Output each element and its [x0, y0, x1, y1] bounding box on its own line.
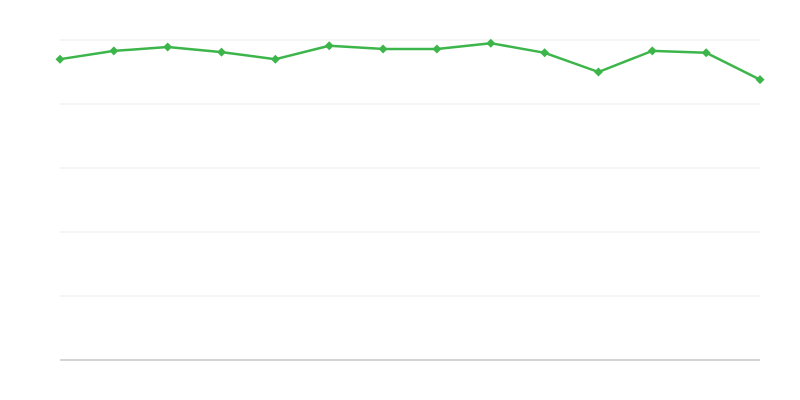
- data-point[interactable]: [378, 44, 388, 54]
- data-point[interactable]: [540, 48, 550, 58]
- data-point[interactable]: [109, 46, 119, 56]
- data-point[interactable]: [432, 44, 442, 54]
- series-line: [59, 41, 761, 81]
- data-point[interactable]: [55, 54, 65, 64]
- data-point[interactable]: [647, 46, 657, 56]
- gridlines: [60, 39, 760, 297]
- data-point[interactable]: [701, 48, 711, 58]
- data-point[interactable]: [593, 67, 603, 77]
- series: [55, 38, 765, 85]
- data-point[interactable]: [217, 47, 227, 57]
- data-point[interactable]: [324, 41, 334, 51]
- data-point[interactable]: [486, 38, 496, 48]
- data-point[interactable]: [270, 54, 280, 64]
- data-point[interactable]: [163, 42, 173, 52]
- data-point[interactable]: [755, 75, 765, 85]
